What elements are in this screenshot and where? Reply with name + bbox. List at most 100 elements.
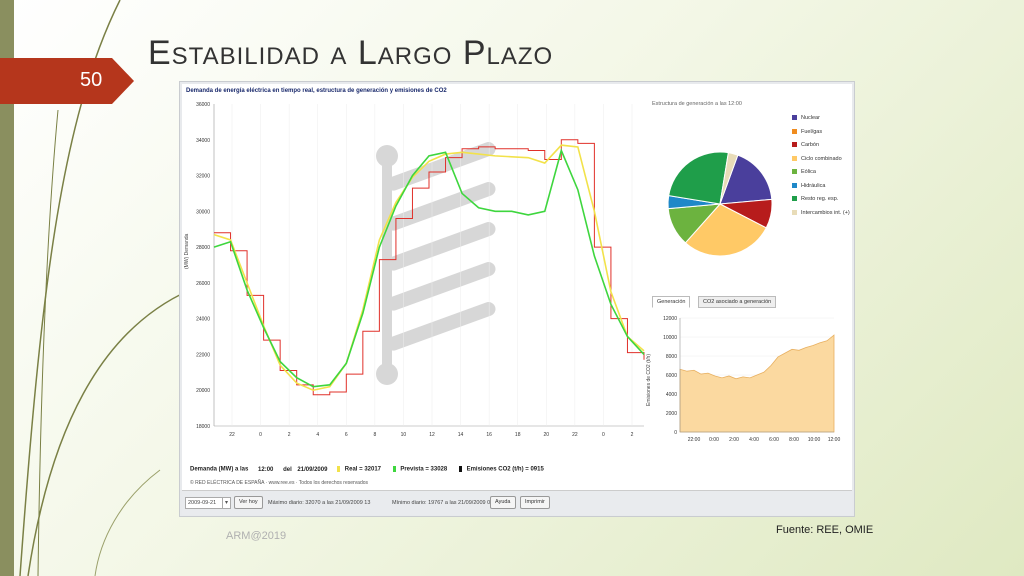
x-tick-label: 20 xyxy=(544,432,550,438)
legend-swatch xyxy=(792,155,797,161)
x-tick-label: 0 xyxy=(602,432,605,438)
pie-slice-nuclear xyxy=(719,154,773,205)
info-del: del xyxy=(283,466,292,473)
area-x-tick-label: 22:00 xyxy=(688,437,701,443)
maximo-diario-text: Máximo diario: 32070 a las 21/09/2009 13 xyxy=(268,500,371,506)
legend-item: Nuclear xyxy=(792,115,820,121)
legend-swatch xyxy=(792,209,797,215)
co2-area xyxy=(679,334,835,433)
y-tick-label: 26000 xyxy=(196,281,210,287)
demand-info-line: Demanda (MW) a las 12:00 del 21/09/2009 … xyxy=(190,466,544,473)
legend-label: Carbón xyxy=(801,142,820,148)
tab-generacion[interactable]: Generación xyxy=(652,296,691,308)
area-x-tick-label: 0:00 xyxy=(709,437,719,443)
legend-label: Fuel/gas xyxy=(801,128,823,135)
y-tick-label: 22000 xyxy=(196,352,210,358)
real-swatch xyxy=(337,466,341,472)
co2-value: 0915 xyxy=(530,466,544,473)
slide-title: Estabilidad a Largo Plazo xyxy=(148,34,554,72)
area-y-tick-label: 4000 xyxy=(666,392,677,398)
real-label: Real = xyxy=(344,466,363,473)
legend-label: Ciclo combinado xyxy=(801,155,842,162)
x-tick-label: 2 xyxy=(288,432,291,438)
info-time: 12:00 xyxy=(258,466,274,473)
legend-label: Resto reg. esp. xyxy=(801,196,839,202)
chart-title: Demanda de energía eléctrica en tiempo r… xyxy=(186,88,447,94)
legend-swatch xyxy=(792,128,797,134)
area-x-tick-label: 6:00 xyxy=(769,437,779,443)
y-tick-label: 30000 xyxy=(196,209,210,215)
y-axis-label: (MW) Demanda xyxy=(184,233,190,269)
app-screenshot-frame: Demanda de energía eléctrica en tiempo r… xyxy=(179,81,855,517)
area-x-tick-label: 8:00 xyxy=(789,437,799,443)
decor-lines xyxy=(19,0,191,576)
y-tick-label: 20000 xyxy=(196,388,210,394)
area-y-tick-label: 10000 xyxy=(663,335,677,341)
x-tick-label: 22 xyxy=(572,432,578,438)
legend-item: Carbón xyxy=(792,142,819,148)
x-tick-label: 10 xyxy=(401,432,407,438)
area-y-tick-label: 0 xyxy=(674,430,677,436)
bottom-toolbar: 2009-09-21 ▾ Ver hoy Máximo diario: 3207… xyxy=(182,490,852,515)
area-y-tick-label: 6000 xyxy=(666,373,677,379)
legend-label: Eólica xyxy=(801,169,816,175)
x-tick-label: 16 xyxy=(486,432,492,438)
area-y-axis-label: Emisiones de CO2 (t/h) xyxy=(646,354,652,406)
footer-source: Fuente: REE, OMIE xyxy=(776,524,874,536)
area-y-tick-label: 12000 xyxy=(663,316,677,322)
legend-swatch xyxy=(792,115,797,121)
ver-hoy-button[interactable]: Ver hoy xyxy=(234,496,263,509)
slide-number: 50 xyxy=(80,69,103,91)
x-tick-label: 6 xyxy=(345,432,348,438)
tab-co2[interactable]: CO2 asociado a generación xyxy=(698,296,777,308)
area-y-tick-label: 8000 xyxy=(666,354,677,360)
y-tick-label: 28000 xyxy=(196,245,210,251)
co2-swatch xyxy=(458,466,462,472)
minimo-diario-text: Mínimo diario: 19767 a las 21/09/2009 04 xyxy=(392,500,494,506)
pie-slice-intercambios-int- xyxy=(719,152,739,205)
legend-swatch xyxy=(792,142,797,148)
slide-number-badge: 50 xyxy=(0,58,134,104)
x-tick-label: 12 xyxy=(429,432,435,438)
pie-slice-resto-reg-esp- xyxy=(668,151,729,205)
y-tick-label: 24000 xyxy=(196,317,210,323)
ayuda-button[interactable]: Ayuda xyxy=(490,496,516,509)
prevista-label: Prevista = xyxy=(400,466,429,473)
y-tick-label: 32000 xyxy=(196,174,210,180)
legend-swatch xyxy=(792,169,797,175)
calendar-icon[interactable]: ▾ xyxy=(222,497,231,509)
legend-item: Eólica xyxy=(792,169,816,175)
area-x-tick-label: 4:00 xyxy=(749,437,759,443)
co2-label: Emisiones CO2 (t/h) = xyxy=(466,466,529,473)
real-value: 32017 xyxy=(364,466,381,473)
footer-left: ARM@2019 xyxy=(226,530,287,542)
imprimir-button[interactable]: Imprimir xyxy=(520,496,550,509)
y-tick-label: 18000 xyxy=(196,424,210,430)
watermark-logo xyxy=(376,142,496,385)
series-line-real xyxy=(213,144,645,392)
legend-label: Nuclear xyxy=(801,115,820,121)
pie-slice-ciclo-combinado xyxy=(684,203,767,257)
x-tick-label: 14 xyxy=(458,432,464,438)
left-decor-band xyxy=(0,0,14,576)
co2-area-chart[interactable]: Emisiones de CO2 (t/h) 12000 10000 8000 600… xyxy=(644,310,844,452)
info-date: 21/09/2009 xyxy=(297,466,328,473)
legend-label: Hidráulica xyxy=(801,182,826,189)
x-tick-label: 18 xyxy=(515,432,521,438)
legend-item: Intercambios int. (+) xyxy=(792,210,850,216)
area-x-tick-label: 10:00 xyxy=(808,437,821,443)
prevista-swatch xyxy=(392,466,396,472)
legend-item: Fuel/gas xyxy=(792,129,822,135)
x-tick-label: 22 xyxy=(229,432,235,438)
area-y-tick-label: 2000 xyxy=(666,411,677,417)
x-tick-label: 2 xyxy=(631,432,634,438)
prevista-value: 33028 xyxy=(430,466,448,473)
ree-demand-app: Demanda de energía eléctrica en tiempo r… xyxy=(182,84,852,515)
series-line-prevista xyxy=(213,148,645,388)
date-input[interactable]: 2009-09-21 xyxy=(185,497,223,509)
legend-label: Intercambios int. (+) xyxy=(801,209,850,216)
demand-label: Demanda (MW) a las xyxy=(190,466,249,473)
legend-item: Resto reg. esp. xyxy=(792,196,838,202)
generation-pie-chart[interactable] xyxy=(662,124,782,284)
demand-line-chart[interactable]: (MW) Demanda 360003400032000300002800026… xyxy=(182,94,652,449)
